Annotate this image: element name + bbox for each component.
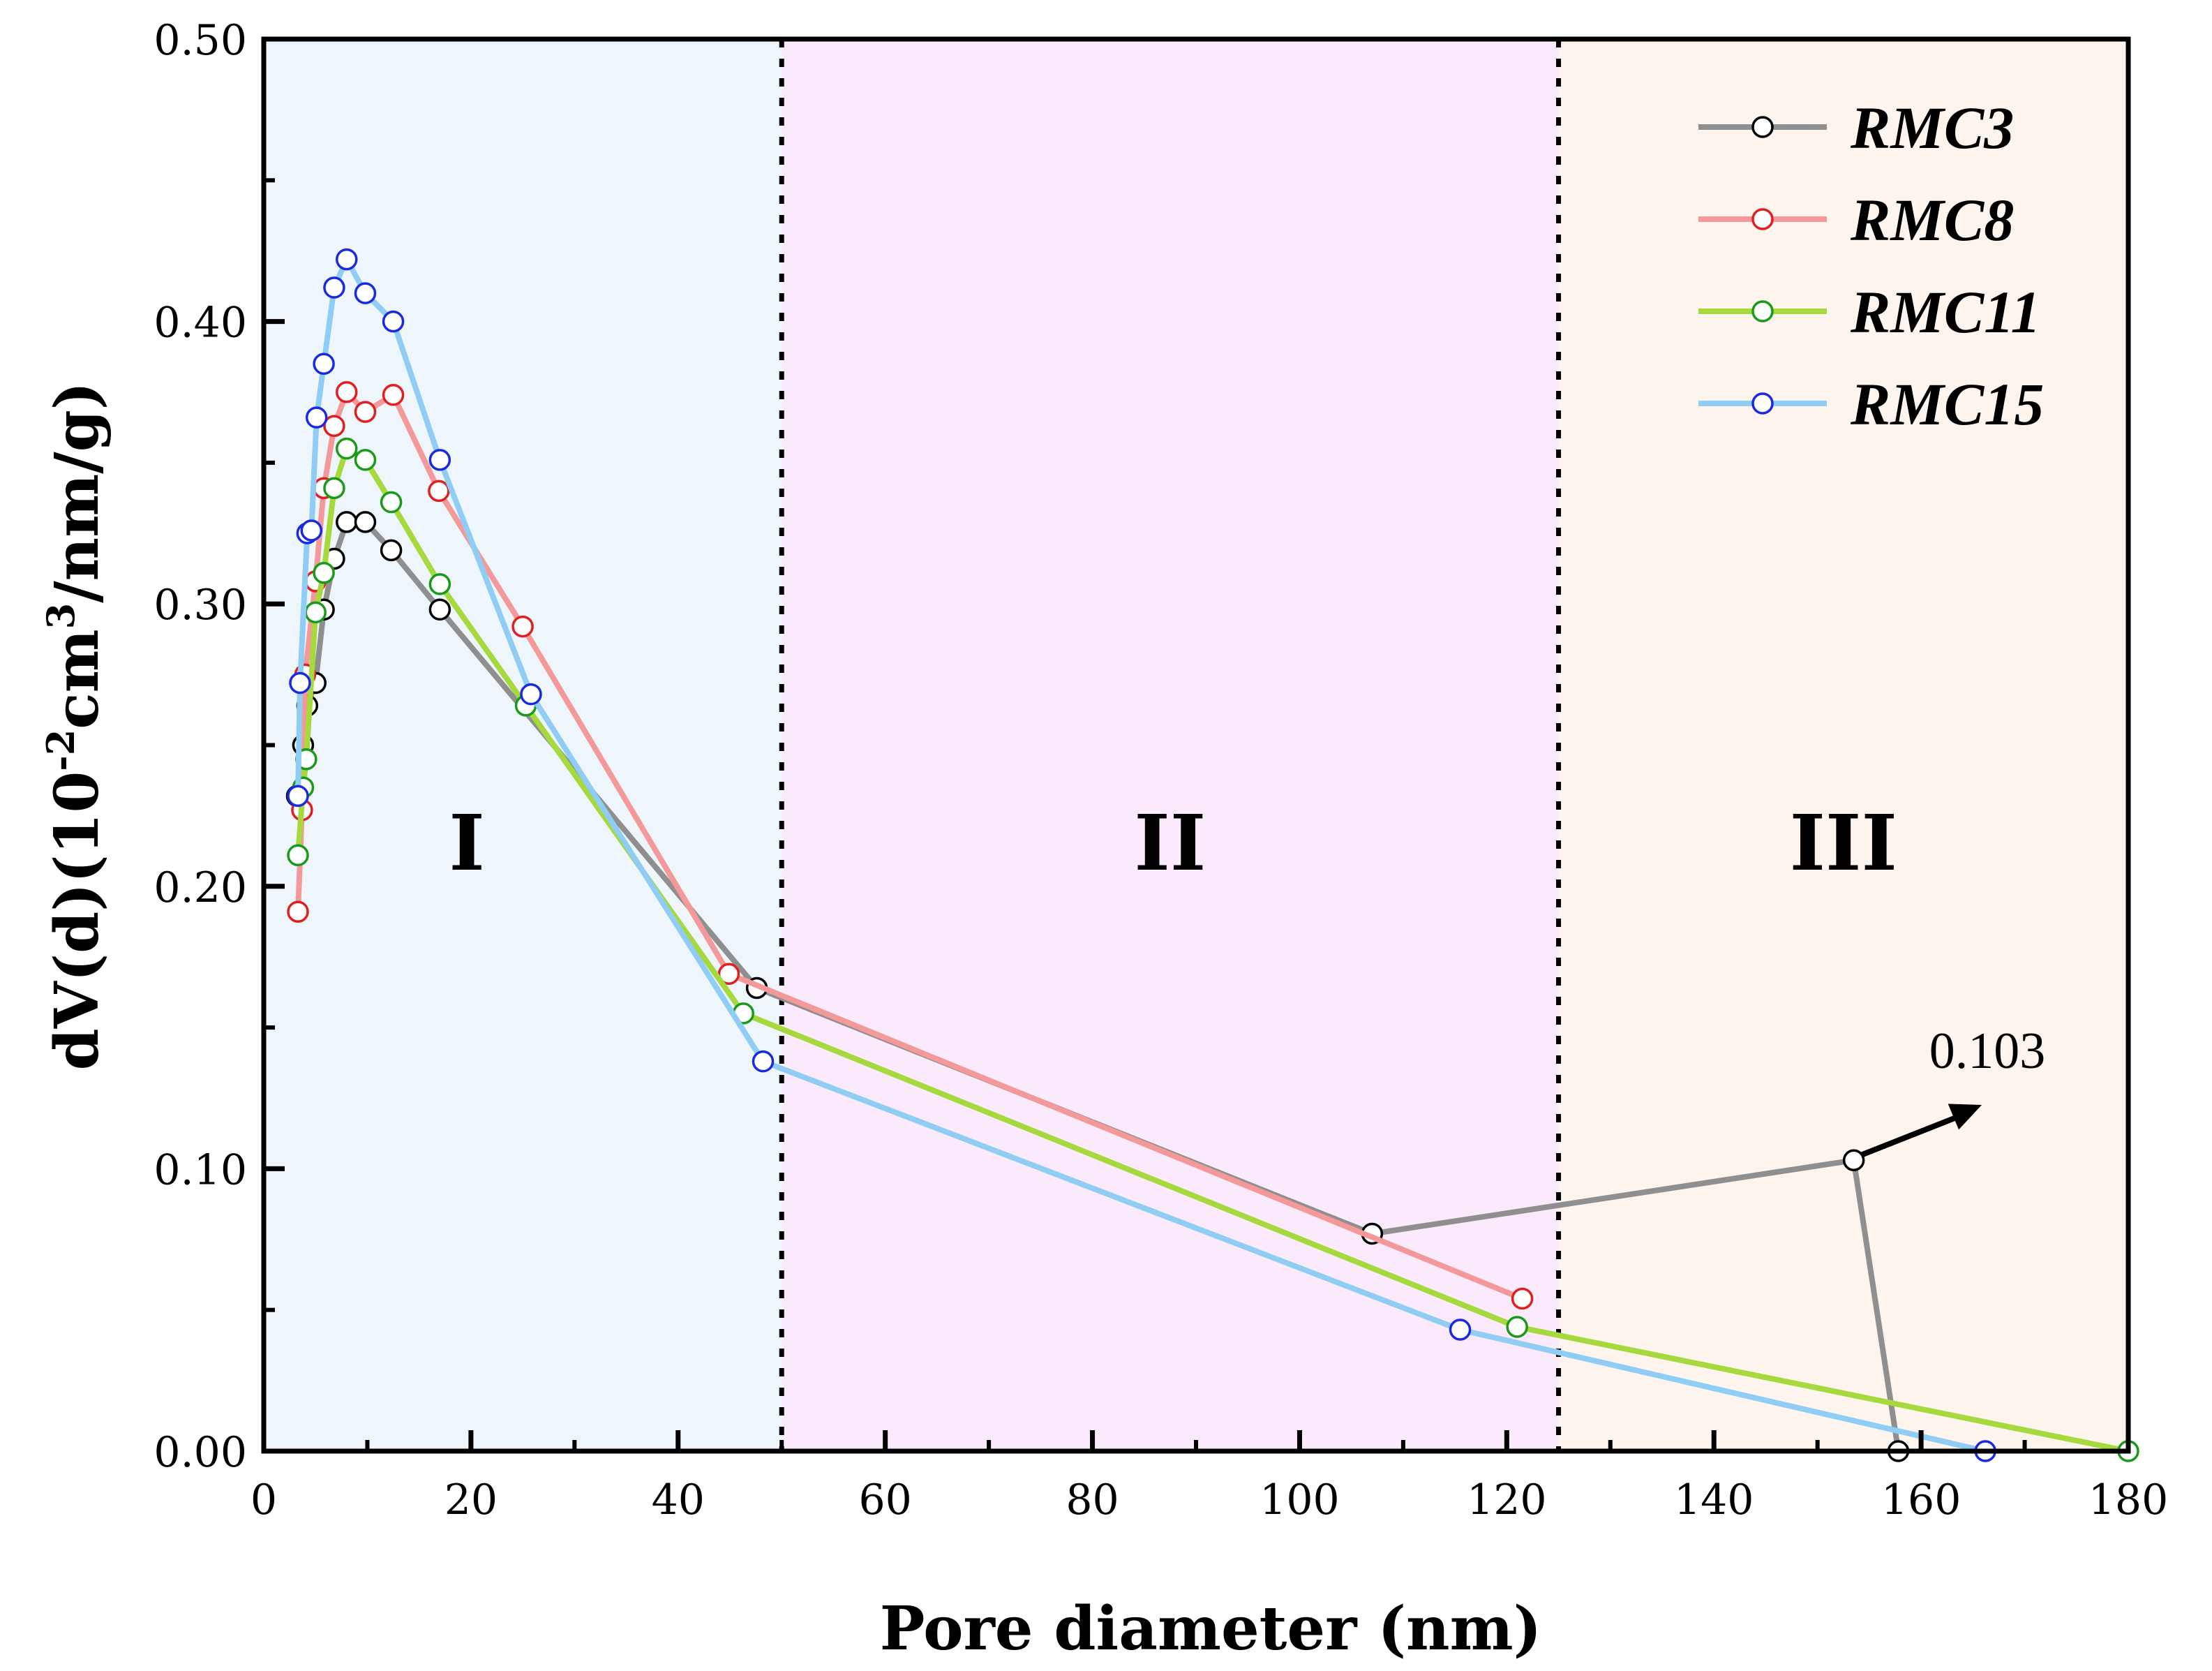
- data-point-rmc11-10: [428, 573, 451, 595]
- axes: 0 20 40 60 80 100 120 140 160 180 0.00 0.10 0.20 0.30…: [154, 16, 2168, 1524]
- data-point-rmc15-13: [752, 1050, 775, 1073]
- region-label-2: II: [1134, 798, 1206, 888]
- legend-item-rmc11: RMC11: [1698, 278, 2040, 346]
- data-point-rmc15-10: [382, 310, 405, 333]
- data-point-rmc8-10: [428, 480, 450, 503]
- data-point-rmc15-5: [305, 406, 328, 429]
- data-point-rmc8-1: [287, 900, 309, 923]
- legend-swatch-marker: [1751, 116, 1774, 138]
- data-point-rmc11-9: [380, 491, 403, 514]
- data-point-rmc8-9: [382, 384, 405, 406]
- x-tick-label: 20: [444, 1476, 498, 1524]
- y-axis-title-post: /nm/g): [42, 382, 112, 603]
- legend-swatch-marker: [1751, 208, 1774, 230]
- annotation: 0.103: [1861, 1023, 2046, 1157]
- region-labels: I II III: [449, 798, 1897, 888]
- data-point-rmc15-14: [1449, 1319, 1472, 1341]
- series-rmc15: [287, 248, 1996, 1462]
- data-point-rmc3-8: [354, 511, 377, 533]
- legend-item-rmc15: RMC15: [1698, 371, 2044, 438]
- data-point-rmc8-12: [717, 963, 740, 985]
- data-point-rmc11-4: [304, 601, 327, 624]
- data-point-rmc15-1: [287, 785, 309, 808]
- data-point-rmc11-13: [1506, 1316, 1528, 1338]
- data-point-rmc3-7: [336, 511, 358, 533]
- data-point-rmc3-9: [380, 539, 403, 562]
- data-point-rmc15-6: [313, 352, 335, 376]
- data-point-rmc3-10: [428, 598, 451, 621]
- legend-item-rmc8: RMC8: [1698, 186, 2014, 253]
- region-bg-2: [782, 39, 1559, 1451]
- y-axis-title: dV(d)(10-2cm3/nm/g): [38, 382, 112, 1071]
- data-point-rmc8-13: [1511, 1287, 1534, 1310]
- region-bg-1: [264, 39, 782, 1451]
- x-tick-label: 160: [1881, 1476, 1961, 1524]
- data-point-rmc3-13: [1842, 1149, 1865, 1172]
- annotation-label: 0.103: [1929, 1023, 2046, 1080]
- data-point-rmc15-7: [323, 276, 345, 299]
- legend-label: RMC15: [1850, 371, 2044, 438]
- region-backgrounds: [264, 39, 2128, 1451]
- data-point-rmc15-11: [428, 449, 451, 471]
- legend-swatch-marker: [1751, 300, 1774, 322]
- data-point-rmc11-7: [336, 437, 358, 460]
- data-point-rmc11-5: [313, 561, 335, 584]
- y-tick-label: 0.20: [154, 863, 247, 912]
- annotation-arrow: [1861, 1108, 1973, 1157]
- y-axis-title-sup2: 3: [38, 603, 83, 630]
- legend-swatch-marker: [1751, 392, 1774, 415]
- data-point-rmc15-4: [300, 519, 323, 542]
- region-label-3: III: [1790, 798, 1897, 888]
- x-tick-label: 180: [2088, 1476, 2169, 1524]
- region-label-1: I: [449, 798, 484, 888]
- data-point-rmc8-8: [354, 401, 377, 423]
- data-point-rmc15-2: [289, 671, 311, 695]
- data-point-rmc11-8: [354, 449, 377, 471]
- x-tick-label: 120: [1467, 1476, 1547, 1524]
- x-axis-title: Pore diameter (nm): [880, 1594, 1542, 1664]
- x-tick-label: 60: [858, 1476, 911, 1524]
- data-point-rmc8-7: [336, 381, 358, 403]
- x-tick-label: 0: [251, 1476, 277, 1524]
- legend-label: RMC11: [1850, 278, 2040, 346]
- data-point-rmc15-8: [336, 248, 358, 271]
- y-axis-title-mid: cm: [42, 629, 112, 729]
- y-tick-label: 0.50: [154, 16, 247, 65]
- y-tick-label: 0.40: [154, 299, 247, 348]
- region-dividers: [779, 39, 1562, 1451]
- legend-label: RMC3: [1850, 94, 2014, 161]
- y-tick-label: 0.30: [154, 581, 247, 630]
- data-point-rmc8-6: [323, 415, 345, 438]
- y-tick-label: 0.10: [154, 1145, 247, 1194]
- data-point-rmc11-1: [287, 844, 309, 867]
- annotation-arrow-head: [1948, 1104, 1982, 1130]
- legend-item-rmc3: RMC3: [1698, 94, 2014, 161]
- data-point-rmc8-11: [511, 615, 534, 638]
- x-tick-label: 140: [1674, 1476, 1754, 1524]
- data-point-rmc15-9: [354, 282, 377, 304]
- legend-label: RMC8: [1850, 186, 2014, 253]
- y-axis-title-pre: dV(d)(10: [42, 771, 112, 1071]
- data-point-rmc15-12: [520, 683, 542, 706]
- x-tick-label: 40: [652, 1476, 705, 1524]
- x-tick-label: 100: [1260, 1476, 1340, 1524]
- region-bg-3: [1558, 39, 2128, 1451]
- y-tick-label: 0.00: [154, 1428, 247, 1477]
- legend: RMC3 RMC8 RMC11 RMC15: [1698, 94, 2044, 438]
- x-tick-label: 80: [1066, 1476, 1119, 1524]
- y-axis-title-sup1: -2: [38, 729, 83, 771]
- series-lines: [285, 248, 2139, 1462]
- data-point-rmc11-6: [323, 477, 345, 500]
